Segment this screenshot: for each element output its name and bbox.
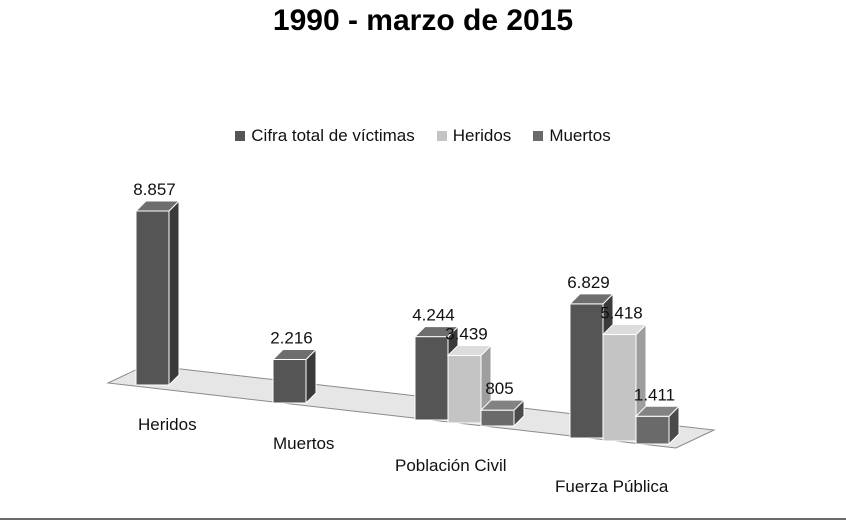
bar	[135, 210, 170, 386]
bar-top	[271, 348, 318, 360]
bar	[480, 409, 515, 427]
category-label: Fuerza Pública	[555, 477, 669, 496]
legend-label: Muertos	[549, 126, 611, 145]
bar	[602, 334, 637, 442]
chart-title: 1990 - marzo de 2015	[272, 4, 574, 37]
bar-top	[413, 326, 460, 338]
legend-swatch	[436, 131, 447, 141]
data-label: 6.829	[567, 273, 610, 292]
bar-top	[568, 293, 615, 305]
data-label: 1.411	[634, 385, 675, 404]
category-label: Muertos	[273, 434, 334, 453]
bar	[635, 415, 670, 445]
data-label: 4.244	[412, 306, 455, 325]
data-label: 3.439	[445, 324, 488, 343]
legend-swatch	[235, 131, 246, 141]
legend-label: Cifra total de víctimas	[251, 126, 415, 145]
bar-top	[479, 399, 526, 411]
bar	[569, 303, 604, 439]
bottom-divider	[0, 518, 846, 520]
bar	[272, 358, 307, 404]
legend-item-1: Heridos	[436, 126, 512, 146]
bar-top	[446, 344, 493, 356]
data-label: 805	[485, 379, 513, 398]
legend: Cifra total de víctimas Heridos Muertos	[0, 126, 846, 146]
category-label: Población Civil	[395, 456, 507, 475]
data-label: 2.216	[270, 328, 313, 347]
bar	[447, 354, 482, 424]
legend-label: Heridos	[452, 126, 512, 145]
legend-swatch	[533, 131, 544, 141]
bar-top	[134, 200, 181, 212]
category-label: Heridos	[138, 415, 197, 434]
legend-item-0: Cifra total de víctimas	[235, 126, 415, 146]
bar-top	[601, 324, 648, 336]
bar-side	[168, 199, 180, 387]
bar	[414, 336, 449, 421]
legend-item-2: Muertos	[533, 126, 611, 146]
data-label: 8.857	[133, 180, 176, 199]
data-label: 5.418	[600, 304, 643, 323]
bar-top	[634, 405, 681, 417]
